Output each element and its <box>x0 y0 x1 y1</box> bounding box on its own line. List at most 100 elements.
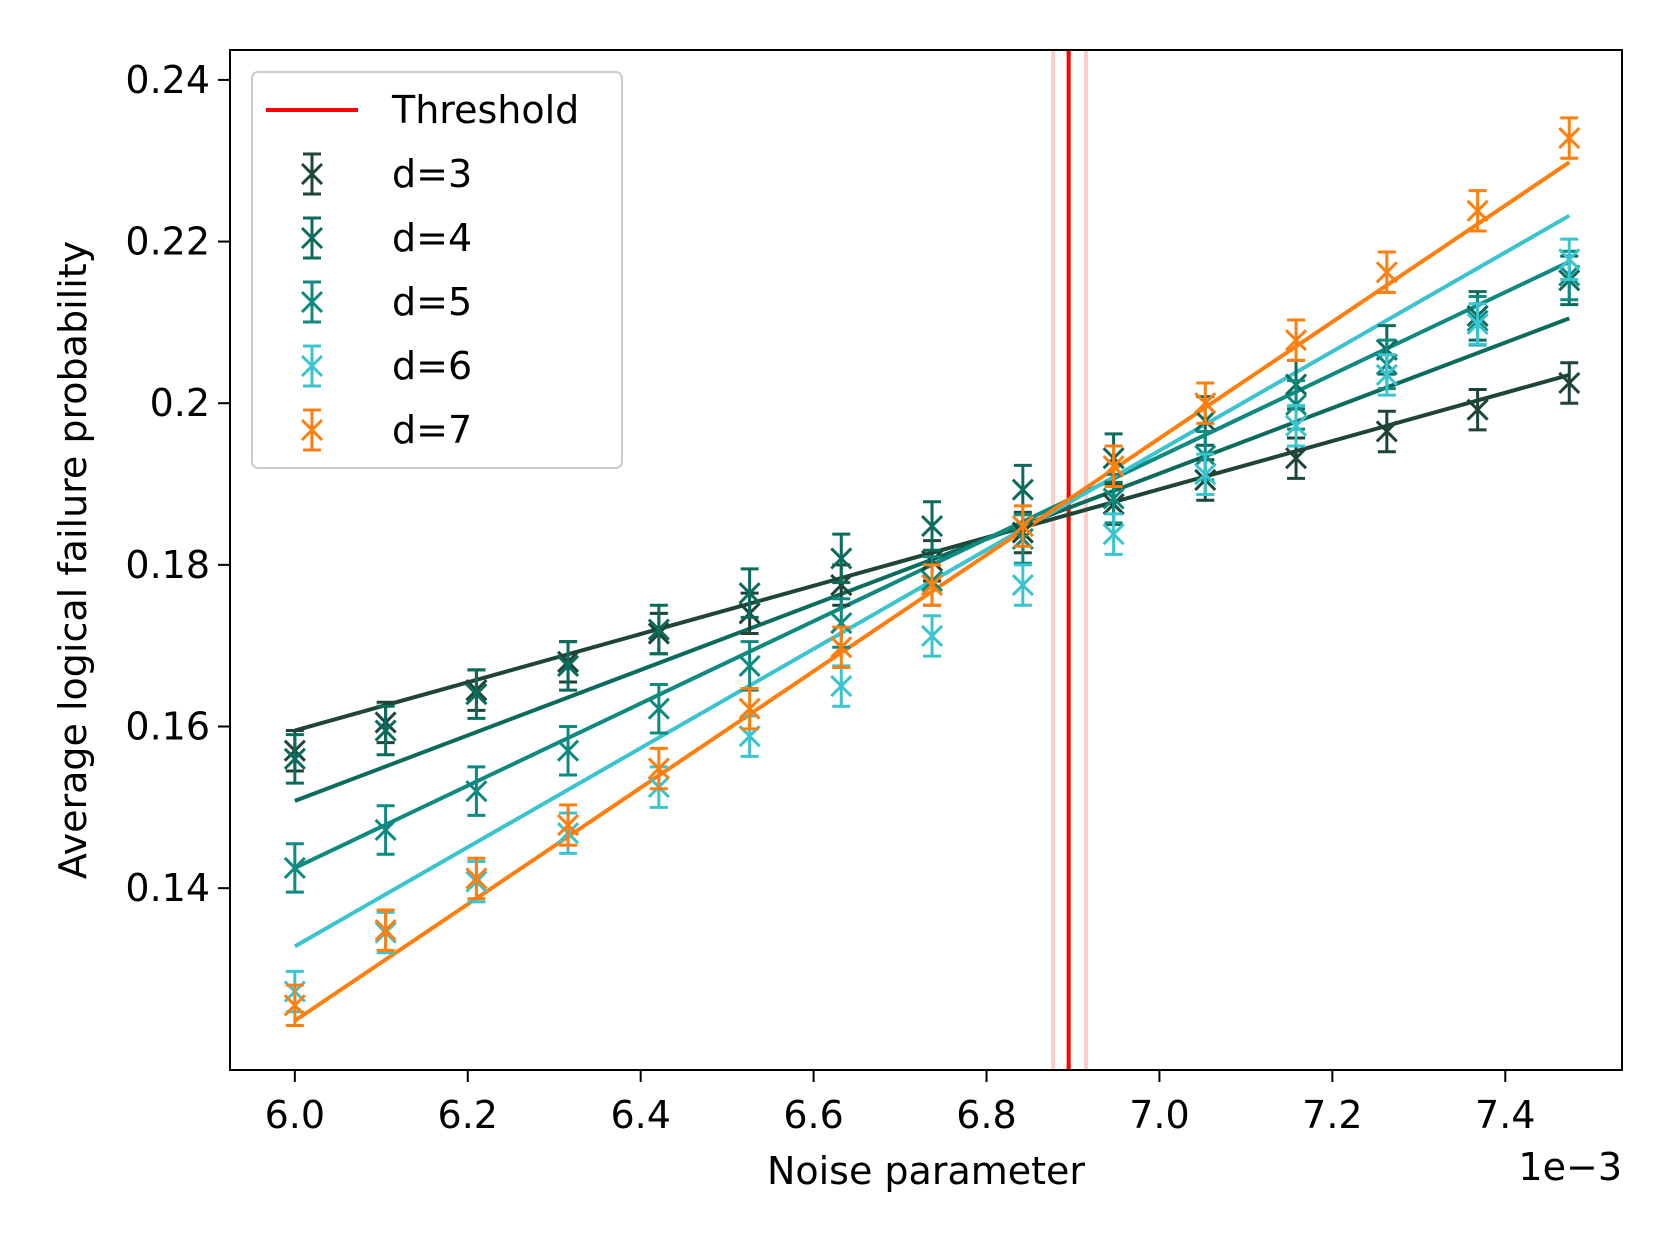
y-tick-label: 0.14 <box>125 866 210 910</box>
legend-label-threshold: Threshold <box>391 88 579 132</box>
legend-label-d3: d=3 <box>392 152 472 196</box>
y-tick-label: 0.18 <box>125 543 210 587</box>
x-marker-stroke-2 <box>1375 420 1398 443</box>
x-tick-label: 6.8 <box>956 1093 1016 1137</box>
legend-item-d6: d=6 <box>300 344 472 388</box>
x-marker-stroke-2 <box>283 747 306 770</box>
data-point-d6 <box>1284 404 1308 448</box>
data-point-d6 <box>920 614 944 658</box>
x-marker-stroke-2 <box>830 636 853 659</box>
threshold-layer <box>1051 50 1088 1070</box>
data-point-d6 <box>1558 237 1581 282</box>
x-tick-label: 6.6 <box>783 1093 843 1137</box>
data-point-d7 <box>647 746 670 791</box>
x-marker-stroke-2 <box>1558 127 1581 150</box>
data-point-d3 <box>1375 409 1398 454</box>
x-marker-stroke-2 <box>374 919 397 942</box>
y-axis-label: Average logical failure probability <box>51 241 95 879</box>
x-marker-stroke-2 <box>1194 392 1217 415</box>
data-point-d5 <box>465 765 488 817</box>
x-marker-stroke-2 <box>1194 463 1217 486</box>
x-tick-label: 6.0 <box>265 1093 325 1137</box>
x-marker-stroke-2 <box>738 654 761 677</box>
x-marker-stroke-2 <box>1558 371 1581 395</box>
legend-label-d5: d=5 <box>392 280 472 324</box>
data-point-d7 <box>1375 250 1398 294</box>
data-point-d3 <box>1466 387 1489 432</box>
x-marker-stroke-2 <box>283 856 306 880</box>
data-point-d6 <box>1011 563 1034 607</box>
x-marker-stroke-2 <box>1011 573 1034 597</box>
x-axis-label: Noise parameter <box>767 1149 1085 1193</box>
x-marker-stroke-2 <box>465 867 488 890</box>
legend-marker-stroke-2 <box>300 418 324 442</box>
x-marker-stroke-2 <box>1102 487 1125 510</box>
data-point-d4 <box>374 704 397 757</box>
data-point-d5 <box>374 804 397 856</box>
legend-label-d4: d=4 <box>392 216 472 260</box>
x-marker-stroke-2 <box>374 719 397 742</box>
data-point-d7 <box>1011 504 1034 548</box>
x-marker-stroke-2 <box>1466 312 1489 336</box>
x-marker-stroke-2 <box>556 814 580 837</box>
legend-marker-stroke-2 <box>300 354 324 378</box>
x-marker-stroke-2 <box>1466 398 1489 421</box>
y-tick-label: 0.2 <box>150 381 210 425</box>
x-marker-stroke-2 <box>920 514 944 538</box>
x-marker-stroke-2 <box>738 697 761 720</box>
x-tick-label: 7.4 <box>1475 1093 1535 1137</box>
legend-label-d6: d=6 <box>392 344 472 388</box>
x-marker-stroke-2 <box>920 573 944 597</box>
x-marker-stroke-2 <box>830 573 853 597</box>
data-point-d7 <box>1102 444 1125 488</box>
x-marker-stroke-2 <box>830 611 853 635</box>
data-point-d4 <box>647 603 670 656</box>
data-point-d3 <box>1558 361 1581 405</box>
x-marker-stroke-2 <box>1011 478 1034 501</box>
x-marker-stroke-2 <box>1284 329 1308 352</box>
data-point-d7 <box>738 687 761 731</box>
x-marker-stroke-2 <box>1558 248 1581 271</box>
x-marker-stroke-2 <box>1284 447 1308 470</box>
legend-item-d5: d=5 <box>300 280 472 324</box>
legend-marker-stroke-2 <box>300 290 324 314</box>
x-marker-stroke-2 <box>647 757 670 780</box>
x-marker-stroke-2 <box>647 618 670 641</box>
data-point-d7 <box>1194 381 1217 425</box>
x-tick-label: 7.0 <box>1129 1093 1189 1137</box>
data-point-d5 <box>556 724 580 777</box>
data-point-d7 <box>1466 189 1489 233</box>
data-point-d4 <box>738 567 761 619</box>
legend-box <box>251 71 623 469</box>
x-marker-stroke-2 <box>1102 523 1125 546</box>
y-tick-label: 0.16 <box>125 704 210 748</box>
x-tick-label: 6.2 <box>438 1093 498 1137</box>
x-marker-stroke-2 <box>1375 363 1398 386</box>
data-point-d6 <box>1466 302 1489 346</box>
x-marker-stroke-2 <box>920 624 944 648</box>
x-marker-stroke-2 <box>374 818 397 842</box>
data-point-d4 <box>283 733 306 785</box>
x-tick-label: 7.2 <box>1302 1093 1362 1137</box>
legend-marker-stroke-2 <box>300 226 324 250</box>
data-point-d7 <box>920 563 944 607</box>
data-point-d5 <box>283 842 306 894</box>
y-tick-label: 0.24 <box>125 58 210 102</box>
plot-frame <box>229 49 1623 1071</box>
x-marker-stroke-2 <box>465 780 488 803</box>
data-point-d4 <box>920 500 944 552</box>
legend: Threshold d=3 d=4 d=5 d=6 d=7 <box>251 71 623 469</box>
legend-marker-stroke-2 <box>300 162 324 186</box>
x-marker-stroke-2 <box>1466 199 1489 222</box>
data-point-d7 <box>556 803 580 847</box>
x-marker-stroke-2 <box>1102 455 1125 478</box>
data-point-d6 <box>1194 452 1217 497</box>
data-point-d7 <box>283 983 306 1028</box>
x-marker-stroke-2 <box>830 547 853 570</box>
y-axis-ticks: 0.14 0.16 0.18 0.2 0.22 0.24 <box>125 58 230 910</box>
x-marker-stroke-2 <box>647 697 670 720</box>
x-marker-stroke-2 <box>1284 414 1308 437</box>
data-point-d7 <box>465 856 488 901</box>
